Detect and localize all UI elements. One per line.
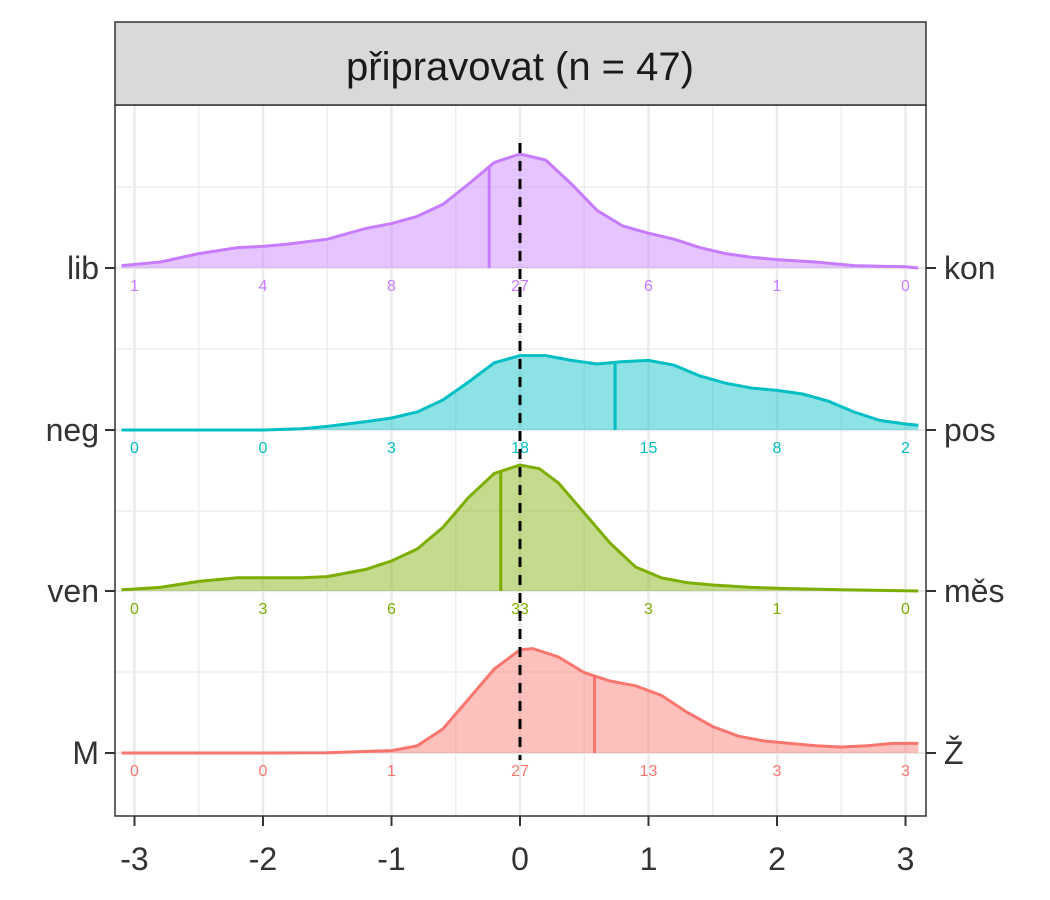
count-label: 13 <box>640 763 658 780</box>
density-line <box>121 152 919 270</box>
count-label: 1 <box>130 278 139 295</box>
count-label: 0 <box>259 763 268 780</box>
count-label: 6 <box>387 601 396 618</box>
y-label-left: neg <box>46 412 99 448</box>
count-label: 8 <box>773 440 782 457</box>
count-label: 27 <box>511 763 529 780</box>
ridge-M: 0 0 1 27 13 3 3 <box>121 647 919 780</box>
y-label-left: M <box>72 735 99 771</box>
count-label: 4 <box>259 278 268 295</box>
count-label: 3 <box>901 763 910 780</box>
density-line <box>121 647 919 755</box>
count-label: 0 <box>901 601 910 618</box>
density-line <box>121 354 919 432</box>
count-label: 0 <box>130 601 139 618</box>
count-label: 18 <box>511 440 529 457</box>
count-label: 27 <box>511 278 529 295</box>
x-tick-label: 3 <box>897 841 915 877</box>
count-label: 33 <box>511 601 529 618</box>
density-area <box>121 154 919 268</box>
count-label: 15 <box>640 440 658 457</box>
x-tick-label: 2 <box>768 841 786 877</box>
count-label: 3 <box>644 601 653 618</box>
density-area <box>121 648 919 753</box>
grid-lines <box>115 105 926 816</box>
count-label: 6 <box>644 278 653 295</box>
count-label: 2 <box>901 440 910 457</box>
count-label: 0 <box>130 440 139 457</box>
facet-strip <box>114 21 927 106</box>
y-label-left: lib <box>67 250 99 286</box>
x-tick-label: -2 <box>249 841 277 877</box>
y-label-right: kon <box>944 250 996 286</box>
y-label-right: Ž <box>944 735 964 771</box>
x-tick-label: -1 <box>377 841 405 877</box>
count-label: 1 <box>387 763 396 780</box>
count-label: 0 <box>259 440 268 457</box>
count-label: 0 <box>130 763 139 780</box>
y-label-right: měs <box>944 573 1004 609</box>
density-area <box>121 355 919 430</box>
facet-title: připravovat (n = 47) <box>346 45 694 89</box>
ridge-lib: 1 4 8 27 6 1 0 <box>121 152 919 295</box>
count-label: 3 <box>259 601 268 618</box>
density-line <box>121 463 919 593</box>
count-label: 0 <box>901 278 910 295</box>
ridge-neg: 0 0 3 18 15 8 2 <box>121 354 919 457</box>
count-label: 3 <box>773 763 782 780</box>
count-label: 8 <box>387 278 396 295</box>
x-tick-label: -3 <box>120 841 148 877</box>
y-label-right: pos <box>944 412 996 448</box>
x-tick-label: 1 <box>640 841 658 877</box>
y-label-left: ven <box>47 573 99 609</box>
count-label: 1 <box>773 278 782 295</box>
count-label: 3 <box>387 440 396 457</box>
count-label: 1 <box>773 601 782 618</box>
x-tick-label: 0 <box>511 841 529 877</box>
